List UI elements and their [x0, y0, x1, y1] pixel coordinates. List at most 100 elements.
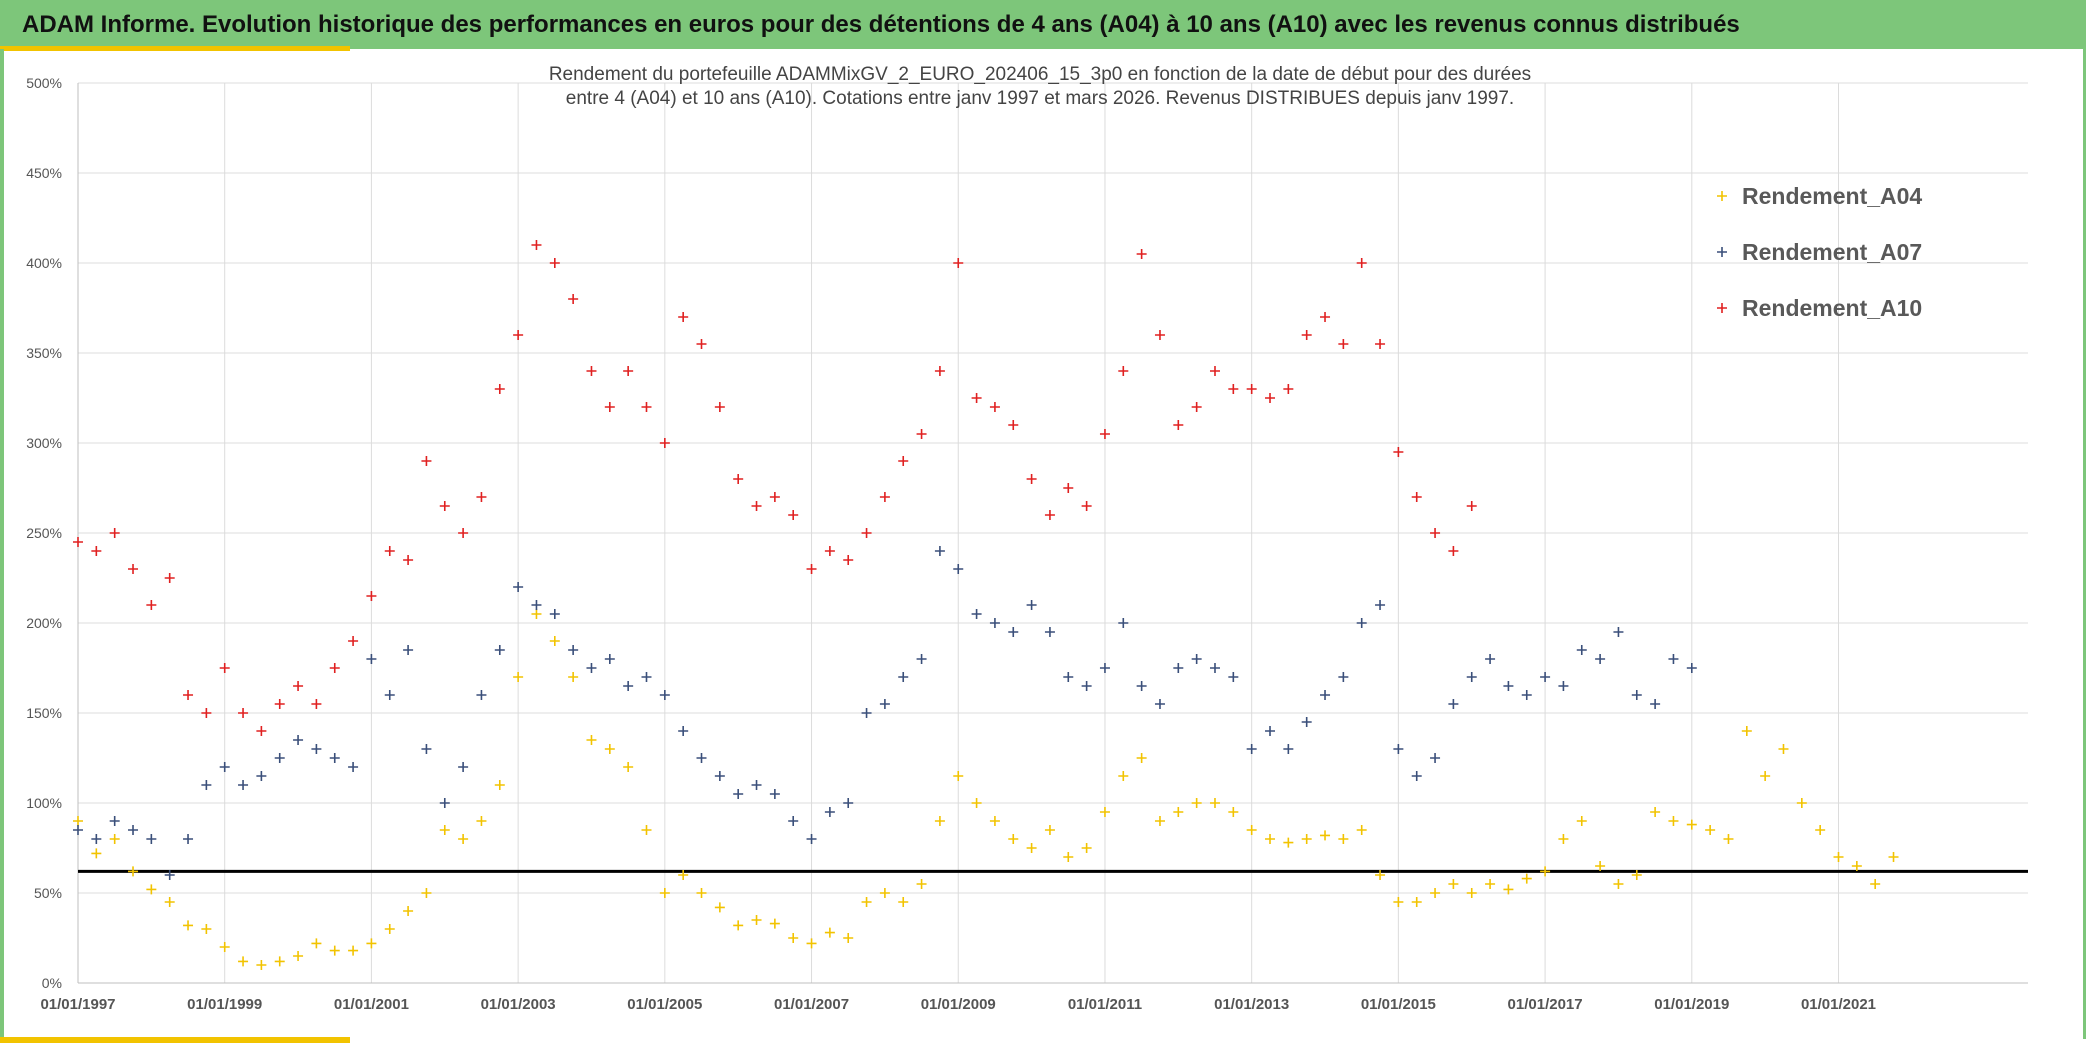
data-point-rendement-a10 — [806, 564, 817, 574]
data-point-rendement-a04 — [1796, 798, 1807, 808]
data-point-rendement-a10 — [1136, 249, 1147, 259]
data-point-rendement-a10 — [348, 636, 359, 646]
data-point-rendement-a10 — [696, 339, 707, 349]
data-point-rendement-a07 — [458, 762, 469, 772]
data-point-rendement-a10 — [641, 402, 652, 412]
data-point-rendement-a07 — [513, 582, 524, 592]
data-point-rendement-a04 — [146, 884, 157, 895]
data-point-rendement-a04 — [1154, 816, 1165, 826]
data-point-rendement-a04 — [971, 798, 982, 808]
data-point-rendement-a04 — [439, 825, 450, 835]
data-point-rendement-a07 — [1265, 726, 1276, 736]
data-point-rendement-a04 — [531, 609, 542, 619]
data-point-rendement-a10 — [1099, 429, 1110, 439]
data-point-rendement-a07 — [1466, 672, 1477, 682]
frame-right — [2083, 49, 2086, 1039]
data-point-rendement-a07 — [604, 654, 615, 664]
data-point-rendement-a10 — [1301, 330, 1312, 340]
y-tick-label: 200% — [26, 615, 62, 631]
data-point-rendement-a04 — [91, 848, 102, 859]
data-point-rendement-a04 — [1558, 834, 1569, 844]
data-point-rendement-a04 — [1540, 866, 1551, 877]
data-point-rendement-a07 — [1576, 645, 1587, 655]
data-point-rendement-a07 — [494, 645, 505, 655]
data-point-rendement-a10 — [788, 510, 799, 520]
data-point-rendement-a04 — [641, 825, 652, 835]
data-point-rendement-a07 — [1008, 627, 1019, 637]
data-point-rendement-a07 — [1044, 627, 1055, 637]
data-point-rendement-a07 — [1063, 672, 1074, 682]
data-point-rendement-a04 — [1265, 834, 1276, 844]
data-point-rendement-a07 — [1448, 699, 1459, 709]
data-point-rendement-a04 — [788, 933, 799, 943]
x-tick-label: 01/01/2007 — [774, 996, 849, 1013]
data-point-rendement-a10 — [201, 708, 212, 718]
data-point-rendement-a10 — [549, 258, 560, 268]
data-point-rendement-a10 — [494, 384, 505, 394]
data-point-rendement-a07 — [1081, 681, 1092, 691]
data-point-rendement-a04 — [1246, 825, 1257, 835]
data-point-rendement-a07 — [1430, 753, 1441, 763]
data-point-rendement-a04 — [1228, 807, 1239, 817]
data-point-rendement-a04 — [953, 771, 964, 781]
data-point-rendement-a04 — [1191, 798, 1202, 808]
data-point-rendement-a07 — [1631, 690, 1642, 700]
data-point-rendement-a04 — [1595, 861, 1606, 871]
data-point-rendement-a10 — [1448, 546, 1459, 556]
data-point-rendement-a04 — [714, 902, 725, 913]
data-point-rendement-a04 — [1356, 825, 1367, 835]
y-tick-label: 400% — [26, 255, 62, 271]
data-point-rendement-a04 — [1650, 807, 1661, 817]
data-point-rendement-a10 — [513, 330, 524, 340]
y-tick-label: 450% — [26, 165, 62, 181]
legend-marker — [1717, 247, 1727, 257]
x-tick-label: 01/01/1999 — [187, 996, 262, 1013]
data-point-rendement-a04 — [1338, 834, 1349, 844]
data-point-rendement-a07 — [1650, 699, 1661, 709]
data-point-rendement-a10 — [458, 528, 469, 538]
data-point-rendement-a10 — [146, 600, 157, 610]
x-tick-label: 01/01/2021 — [1801, 996, 1876, 1013]
header-banner — [0, 0, 2086, 49]
data-point-rendement-a04 — [934, 816, 945, 826]
data-point-rendement-a04 — [824, 927, 835, 938]
data-point-rendement-a10 — [1320, 312, 1331, 322]
data-point-rendement-a10 — [916, 429, 927, 439]
data-point-rendement-a07 — [146, 834, 157, 844]
data-point-rendement-a10 — [1118, 366, 1129, 376]
data-point-rendement-a04 — [256, 960, 267, 970]
data-point-rendement-a07 — [1283, 744, 1294, 754]
data-point-rendement-a07 — [183, 834, 194, 844]
data-point-rendement-a04 — [1723, 834, 1734, 844]
data-point-rendement-a07 — [659, 690, 670, 700]
data-point-rendement-a07 — [788, 816, 799, 826]
data-point-rendement-a04 — [733, 920, 744, 931]
data-point-rendement-a07 — [238, 780, 249, 790]
data-point-rendement-a07 — [916, 654, 927, 664]
data-point-rendement-a10 — [384, 546, 395, 556]
x-tick-label: 01/01/1997 — [40, 996, 115, 1013]
data-point-rendement-a07 — [91, 834, 102, 844]
data-point-rendement-a04 — [128, 866, 139, 877]
data-point-rendement-a04 — [1485, 879, 1496, 889]
data-point-rendement-a10 — [898, 456, 909, 466]
data-point-rendement-a07 — [1356, 618, 1367, 628]
data-point-rendement-a04 — [1283, 837, 1294, 848]
data-point-rendement-a04 — [1870, 879, 1881, 889]
data-point-rendement-a04 — [1063, 852, 1074, 862]
data-point-rendement-a04 — [806, 938, 817, 949]
data-point-rendement-a04 — [1044, 825, 1055, 835]
data-point-rendement-a07 — [769, 789, 780, 799]
data-point-rendement-a04 — [1375, 870, 1386, 880]
data-point-rendement-a07 — [641, 672, 652, 682]
data-point-rendement-a04 — [1851, 861, 1862, 871]
data-point-rendement-a04 — [1815, 825, 1826, 835]
data-point-rendement-a10 — [1044, 510, 1055, 520]
data-point-rendement-a10 — [1466, 501, 1477, 511]
legend-label: Rendement_A10 — [1742, 295, 1922, 321]
data-point-rendement-a10 — [586, 366, 597, 376]
data-point-rendement-a10 — [366, 591, 377, 601]
data-point-rendement-a10 — [1338, 339, 1349, 349]
legend-marker — [1717, 191, 1727, 201]
data-point-rendement-a04 — [898, 897, 909, 907]
